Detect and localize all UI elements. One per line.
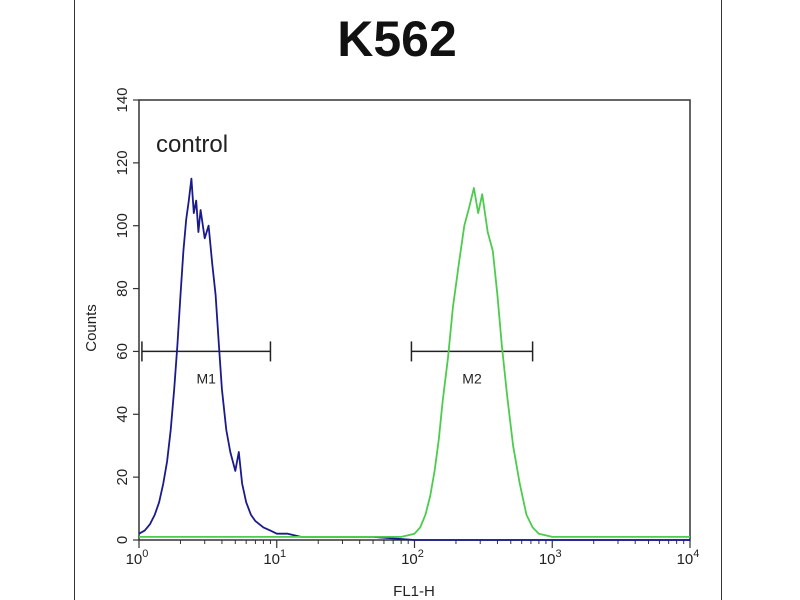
x-axis-label: FL1-H bbox=[393, 583, 435, 600]
y-tick-label: 60 bbox=[114, 343, 131, 360]
y-axis-label: Counts bbox=[83, 304, 100, 352]
series-line-0 bbox=[138, 177, 690, 541]
y-tick-label: 100 bbox=[114, 213, 131, 238]
y-tick-label: 0 bbox=[114, 536, 131, 544]
gate-label: M1 bbox=[196, 370, 216, 386]
x-tick-label: 101 bbox=[263, 548, 286, 568]
series-line-1 bbox=[139, 187, 690, 538]
x-tick-label: 103 bbox=[539, 548, 562, 568]
y-tick-label: 120 bbox=[114, 150, 131, 175]
y-axis-ticks: 0 20 40 60 80 100 120 140 bbox=[114, 87, 139, 544]
y-tick-label: 80 bbox=[114, 280, 131, 297]
plot-area bbox=[138, 99, 691, 541]
y-tick-label: 140 bbox=[114, 87, 131, 112]
x-axis-ticks: 100 101 102 103 104 bbox=[126, 540, 700, 568]
y-tick-label: 40 bbox=[114, 406, 131, 423]
chart-title: K562 bbox=[337, 11, 457, 67]
histogram-series bbox=[138, 177, 690, 541]
chart-frame bbox=[74, 0, 722, 600]
plot-border bbox=[138, 99, 691, 541]
gate-markers: M1 M2 bbox=[141, 341, 534, 386]
x-tick-label: 102 bbox=[401, 548, 424, 568]
y-tick-label: 20 bbox=[114, 469, 131, 486]
x-tick-label: 104 bbox=[677, 548, 700, 568]
x-tick-label: 100 bbox=[126, 548, 149, 568]
control-annotation: control bbox=[156, 131, 228, 158]
gate-label: M2 bbox=[462, 370, 482, 386]
